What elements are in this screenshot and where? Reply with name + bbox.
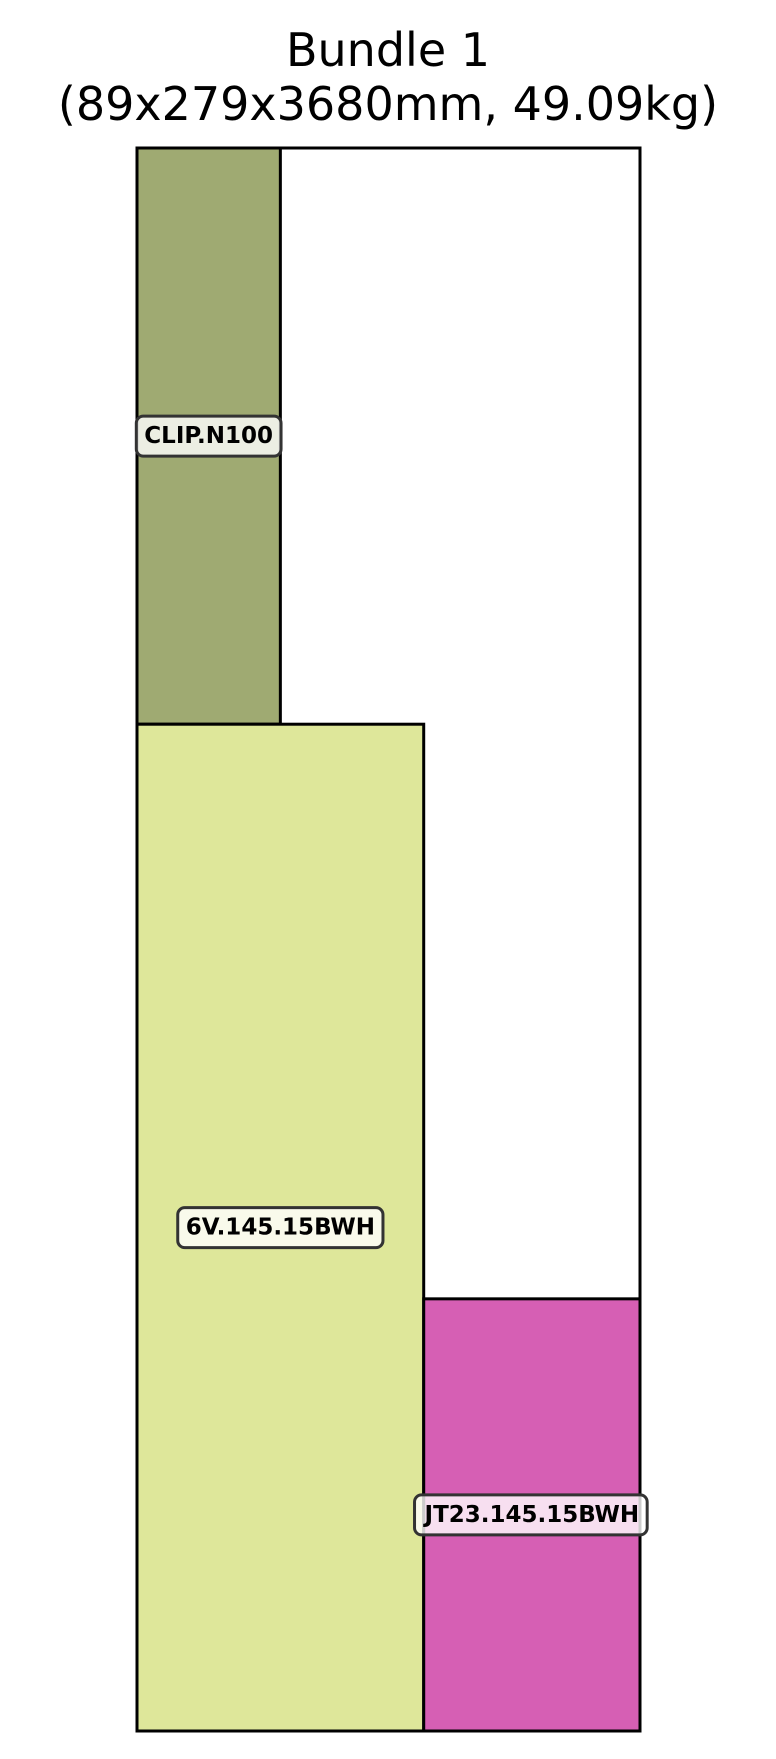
part-label: CLIP.N100 xyxy=(144,423,273,449)
part-label-box xyxy=(413,1493,649,1537)
part-label-box xyxy=(134,414,283,458)
bundle-title: Bundle 1 xyxy=(285,23,491,77)
bundle-dimensions: (89x279x3680mm, 49.09kg) xyxy=(57,77,719,131)
part-label-group: CLIP.N100 xyxy=(134,414,283,458)
labels-layer: CLIP.N100 6V.145.15BWH JT23.145.15BWH xyxy=(134,414,649,1537)
part-label: 6V.145.15BWH xyxy=(186,1215,375,1241)
part-label-box xyxy=(176,1206,385,1250)
part-label-group: JT23.145.15BWH xyxy=(413,1493,649,1537)
part-label: JT23.145.15BWH xyxy=(423,1502,640,1528)
part-label-group: 6V.145.15BWH xyxy=(176,1206,385,1250)
bundle-outline xyxy=(135,146,642,1733)
